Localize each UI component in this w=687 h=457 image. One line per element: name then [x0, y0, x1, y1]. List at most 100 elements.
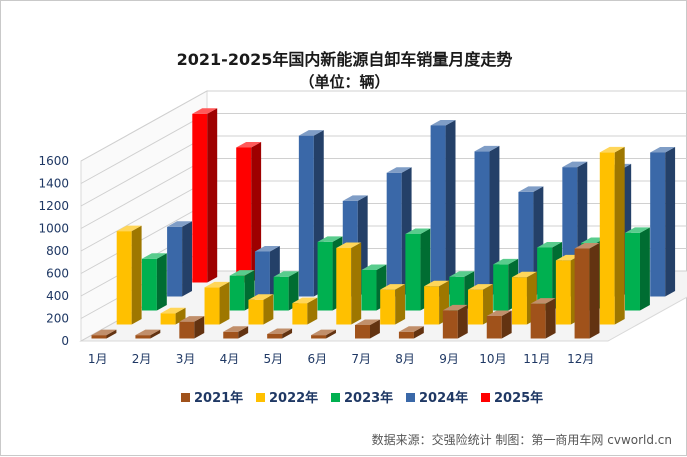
- bar: [135, 329, 161, 339]
- bar-front: [298, 135, 314, 297]
- bar-side: [182, 221, 192, 297]
- y-tick-label: 0: [61, 334, 69, 348]
- bar-front: [160, 313, 176, 325]
- bar-side: [106, 329, 117, 339]
- bar-side: [395, 284, 406, 325]
- bar-side: [545, 298, 556, 339]
- legend-label: 2024年: [419, 390, 468, 406]
- bar-front: [518, 191, 534, 297]
- x-tick-label: 12月: [567, 352, 594, 366]
- bar: [267, 328, 293, 339]
- y-tick-label: 1400: [38, 177, 69, 191]
- bar-side: [263, 294, 274, 325]
- bar-top: [135, 329, 161, 336]
- bar-top: [141, 253, 167, 259]
- chart-title: 2021-2025年国内新能源自卸车销量月度走势: [176, 50, 513, 69]
- y-tick-label: 1000: [38, 222, 69, 236]
- bar-top: [91, 329, 117, 336]
- bar-top: [537, 242, 563, 248]
- bar-front: [361, 270, 377, 311]
- bar: [292, 297, 318, 325]
- bar-top: [229, 270, 255, 276]
- x-tick-label: 9月: [439, 352, 459, 366]
- bar-front: [317, 241, 333, 311]
- bar-side: [614, 146, 625, 325]
- bar-top: [650, 147, 676, 153]
- bar-front: [141, 258, 157, 311]
- bar-front: [116, 231, 132, 325]
- bar-front: [355, 325, 370, 339]
- bar-side: [489, 145, 500, 297]
- bar-top: [254, 246, 280, 252]
- bar: [91, 329, 117, 339]
- bar-top: [555, 254, 581, 261]
- bar-top: [179, 316, 205, 322]
- bar-front: [248, 299, 264, 325]
- bar-top: [424, 280, 450, 287]
- x-tick-label: 3月: [176, 352, 196, 366]
- bar: [380, 284, 406, 325]
- bar-top: [474, 145, 500, 152]
- bar: [530, 298, 556, 339]
- bar-side: [238, 326, 249, 339]
- x-tick-label: 8月: [395, 352, 415, 366]
- bar: [424, 280, 450, 325]
- bar-side: [282, 328, 293, 339]
- bar: [192, 108, 218, 283]
- bar: [223, 326, 249, 339]
- legend-swatch: [406, 393, 415, 402]
- bar-top: [204, 281, 230, 288]
- legend-swatch: [331, 393, 340, 402]
- bar: [179, 316, 205, 339]
- bar: [248, 294, 274, 325]
- bar-side: [351, 242, 362, 325]
- bar-top: [236, 142, 262, 148]
- x-tick-label: 7月: [351, 352, 371, 366]
- bar-front: [273, 276, 289, 311]
- bar-side: [326, 329, 336, 339]
- bar-front: [624, 232, 640, 311]
- bar-front: [229, 275, 245, 311]
- bar-side: [207, 108, 218, 283]
- bar-front: [474, 151, 490, 297]
- bar-front: [486, 316, 502, 339]
- bar-front: [135, 335, 151, 339]
- bar-top: [192, 108, 218, 114]
- bar-front: [236, 147, 252, 283]
- bar-top: [624, 227, 650, 233]
- bar: [468, 284, 493, 325]
- bar-top: [442, 304, 468, 311]
- bar-front: [430, 125, 446, 297]
- x-tick-label: 6月: [307, 352, 327, 366]
- bar-side: [445, 120, 456, 297]
- legend-label: 2025年: [494, 390, 543, 406]
- bar-front: [398, 331, 414, 339]
- x-tick-label: 1月: [88, 352, 108, 366]
- bar-front: [468, 289, 484, 325]
- x-tick-label: 5月: [264, 352, 284, 366]
- bar-top: [405, 228, 431, 234]
- bar-front: [530, 303, 546, 339]
- bar-top: [430, 120, 456, 126]
- y-tick-label: 1200: [38, 199, 69, 213]
- bar-side: [219, 281, 230, 325]
- bar-top: [298, 130, 324, 136]
- bar-side: [288, 271, 299, 311]
- bar: [574, 243, 600, 339]
- bar-front: [179, 321, 195, 339]
- legend-label: 2022年: [269, 390, 318, 406]
- bar-front: [311, 335, 327, 339]
- bar: [398, 326, 424, 339]
- legend-label: 2023年: [344, 390, 393, 406]
- bar-top: [355, 319, 380, 325]
- bar-front: [537, 247, 553, 311]
- bar: [624, 227, 650, 311]
- bar-front: [223, 331, 239, 339]
- bar: [336, 242, 362, 325]
- bar-side: [150, 329, 161, 339]
- bar-side: [131, 225, 142, 325]
- bar-front: [442, 310, 458, 339]
- bar-top: [273, 271, 299, 277]
- bar-front: [192, 113, 208, 283]
